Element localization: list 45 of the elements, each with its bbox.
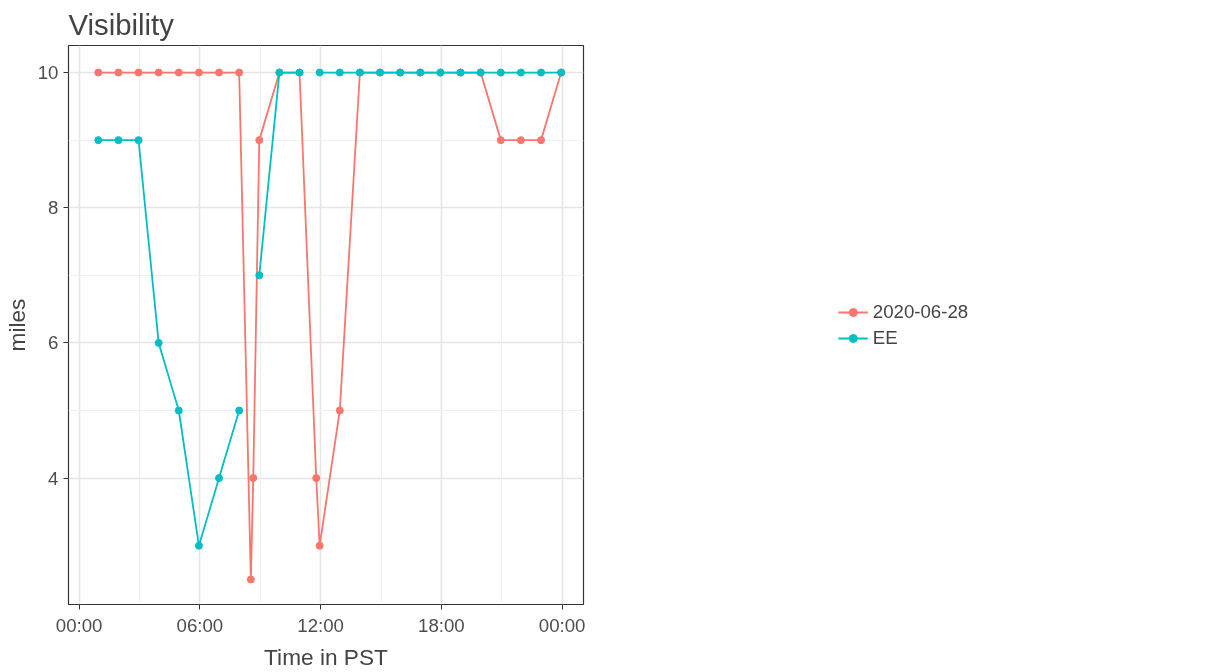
point — [235, 68, 244, 77]
x-tick-label: 00:00 — [538, 614, 586, 636]
x-axis-title: Time in PST — [264, 643, 389, 670]
point — [94, 136, 103, 145]
y-tick-label: 10 — [37, 62, 59, 84]
point — [537, 136, 546, 145]
legend-label: 2020-06-28 — [872, 300, 969, 323]
point — [114, 136, 123, 145]
point — [246, 575, 255, 584]
point — [194, 541, 203, 550]
x-tick-label: 18:00 — [418, 614, 465, 636]
point — [516, 136, 525, 145]
point — [496, 68, 505, 77]
point — [134, 136, 143, 145]
point — [496, 136, 505, 145]
point — [255, 136, 264, 145]
point — [174, 406, 183, 415]
x-tick-label: 00:00 — [55, 614, 103, 636]
chart-title: Visibility — [68, 7, 175, 41]
point — [249, 474, 258, 483]
point — [335, 68, 344, 77]
point — [194, 68, 203, 77]
x-tick-label: 06:00 — [176, 614, 224, 636]
point — [315, 541, 324, 550]
y-tick-label: 4 — [48, 467, 59, 489]
point — [335, 406, 344, 415]
point — [235, 406, 244, 415]
point — [516, 68, 525, 77]
point — [215, 474, 224, 483]
x-tick-label: 12:00 — [297, 614, 345, 636]
legend-label: EE — [872, 326, 898, 349]
point — [255, 271, 264, 280]
point — [315, 68, 324, 77]
point — [114, 68, 123, 77]
point — [134, 68, 143, 77]
y-tick-label: 8 — [48, 197, 59, 219]
y-axis-title: miles — [3, 298, 30, 352]
point — [537, 68, 546, 77]
point — [215, 68, 224, 77]
point — [94, 68, 103, 77]
point — [174, 68, 183, 77]
point — [154, 68, 163, 77]
y-tick-label: 6 — [48, 332, 59, 354]
point — [312, 474, 321, 483]
point — [154, 338, 163, 347]
